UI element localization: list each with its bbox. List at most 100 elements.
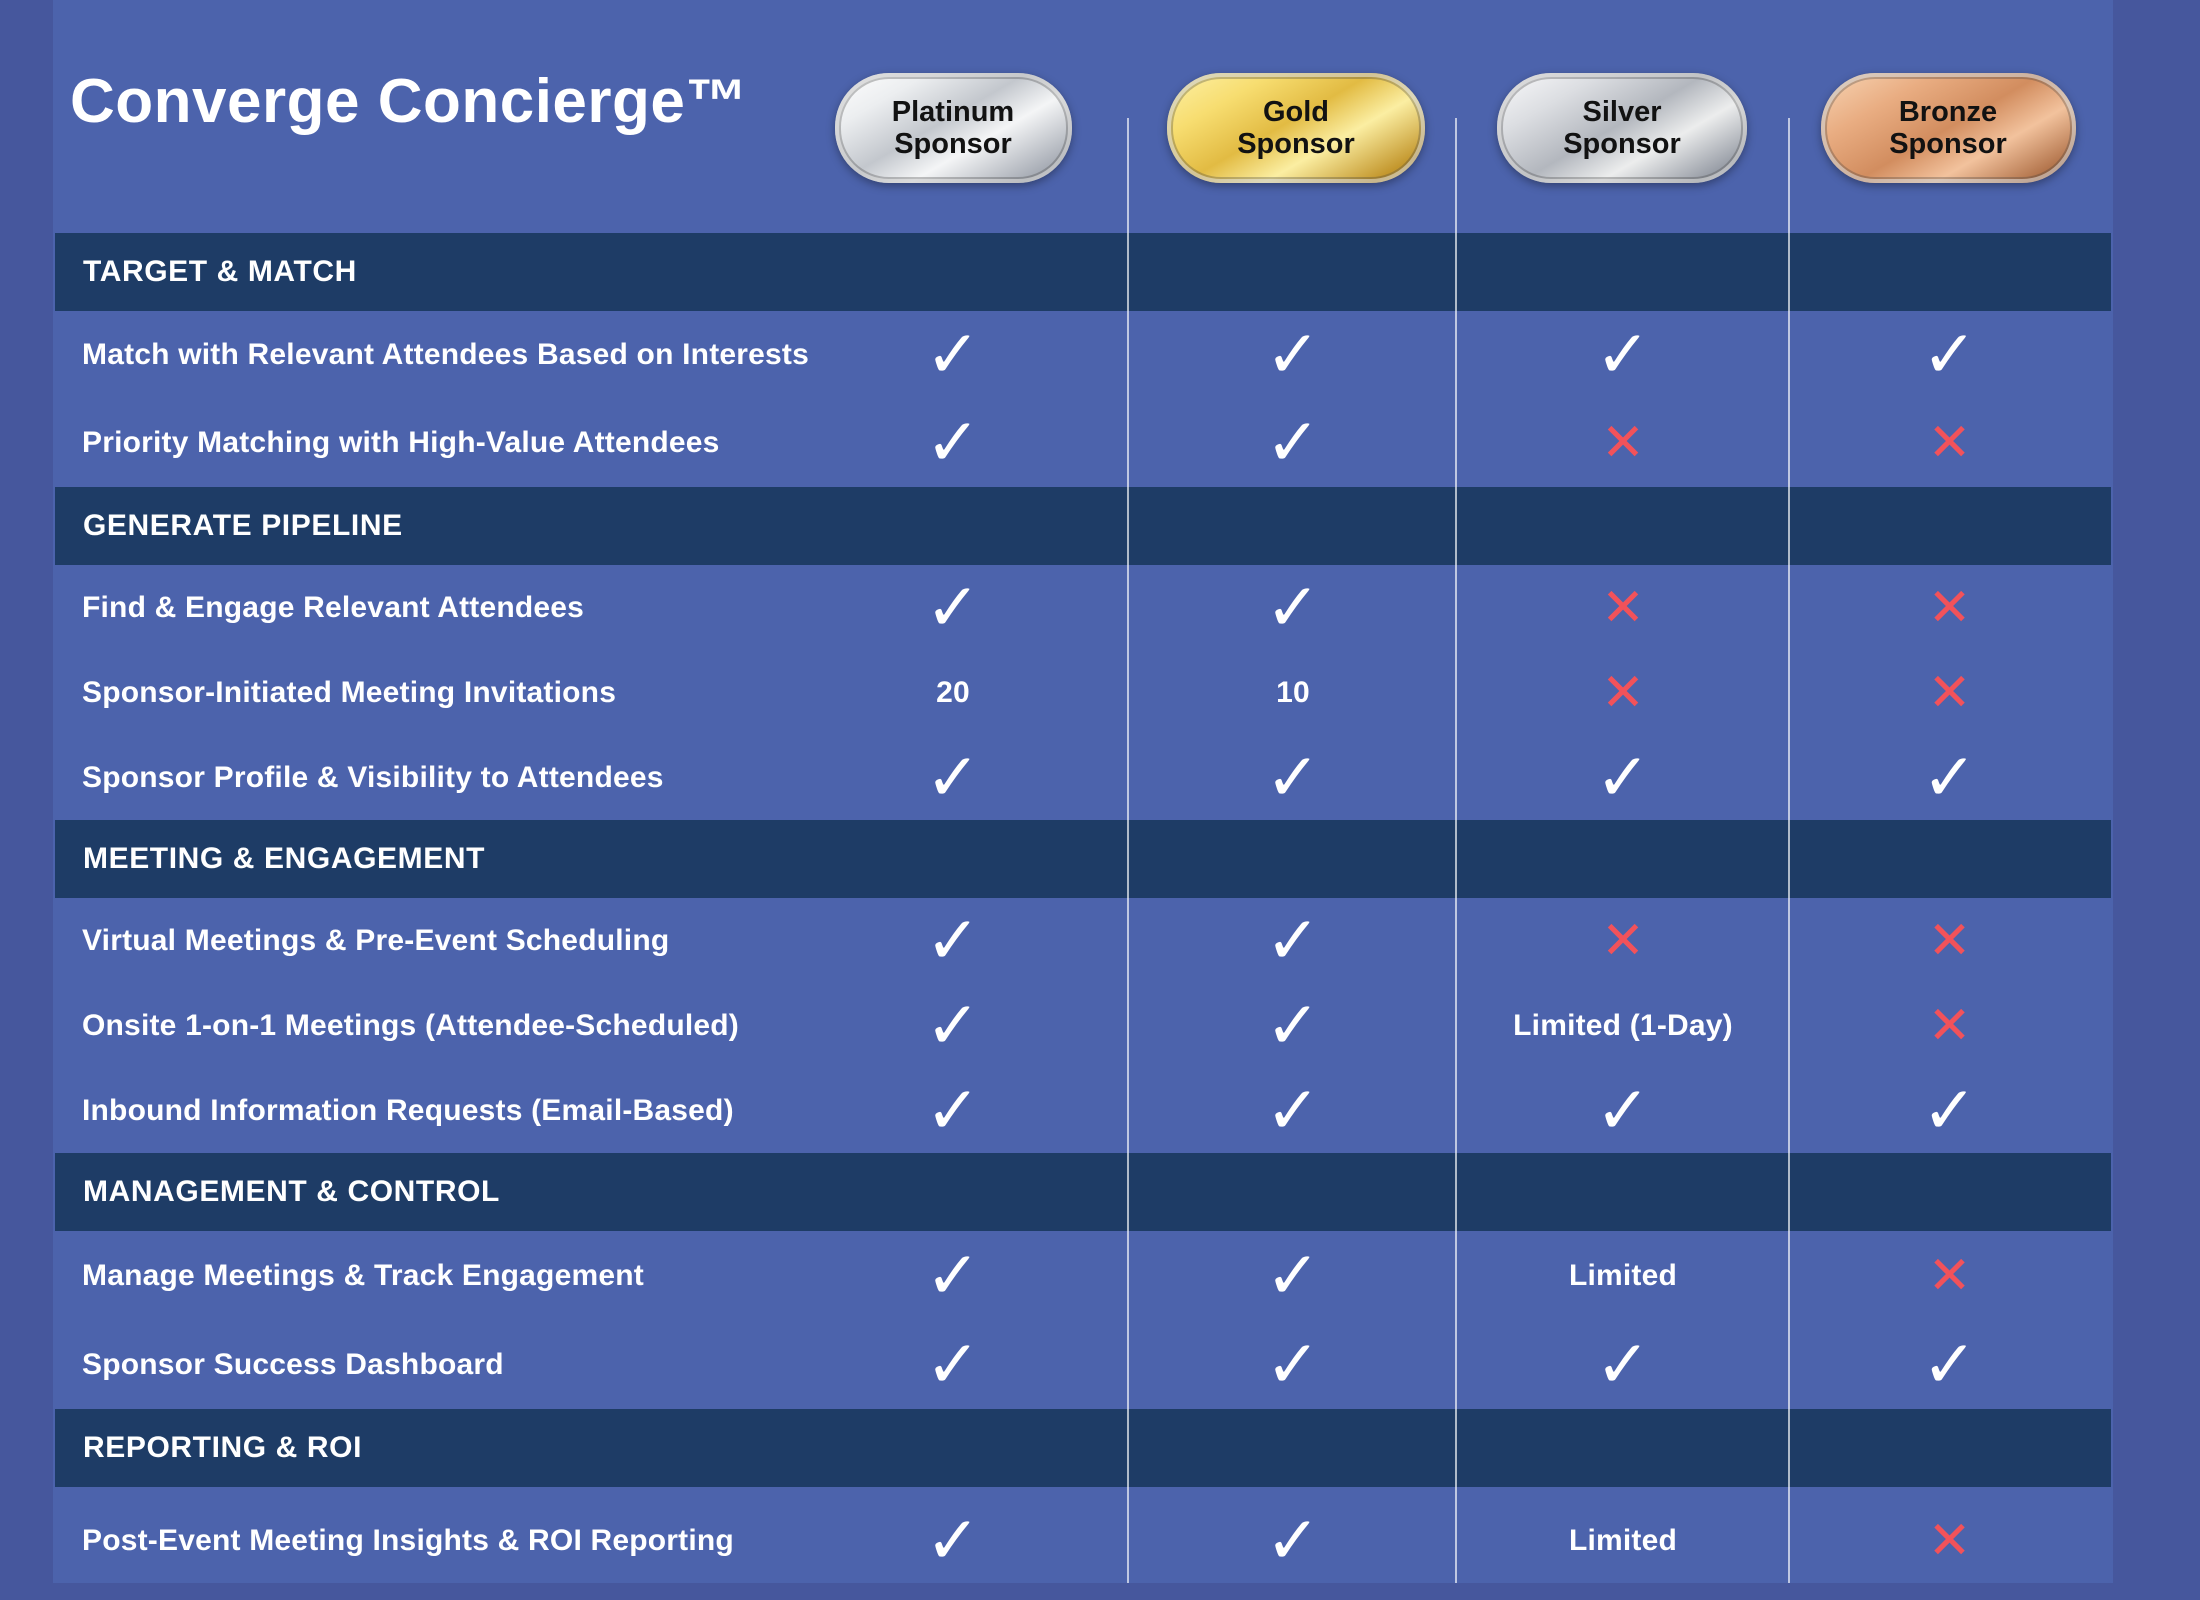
cell-platinum: ✓ bbox=[778, 992, 1128, 1059]
table-row: Sponsor Profile & Visibility to Attendee… bbox=[55, 735, 2111, 820]
cell-silver: ✓ bbox=[1458, 738, 1788, 816]
cell-bronze: ✕ bbox=[1788, 1000, 2111, 1052]
check-icon: ✓ bbox=[925, 316, 981, 393]
check-icon: ✓ bbox=[1921, 1071, 1978, 1149]
check-icon: ✓ bbox=[1921, 316, 1978, 393]
check-icon: ✓ bbox=[1265, 316, 1321, 393]
table-row: Virtual Meetings & Pre-Event Scheduling ✓… bbox=[55, 898, 2111, 983]
cell-gold: ✓ bbox=[1128, 322, 1458, 388]
badge-label-line: Sponsor bbox=[894, 128, 1012, 160]
cell-silver: ✕ bbox=[1458, 915, 1788, 967]
cell-bronze: ✕ bbox=[1788, 1515, 2111, 1567]
cross-icon: ✕ bbox=[1927, 413, 1972, 473]
check-icon: ✓ bbox=[1595, 1325, 1651, 1403]
cell-gold: ✓ bbox=[1128, 901, 1458, 979]
check-icon: ✓ bbox=[925, 1236, 981, 1314]
check-icon: ✓ bbox=[925, 901, 981, 979]
cell-silver: ✓ bbox=[1458, 322, 1788, 388]
column-divider bbox=[1788, 118, 1790, 1583]
cross-icon: ✕ bbox=[1927, 910, 1972, 971]
table-row: Priority Matching with High-Value Attend… bbox=[55, 399, 2111, 487]
check-icon: ✓ bbox=[1595, 1071, 1651, 1149]
cell-gold: ✓ bbox=[1128, 1236, 1458, 1314]
cell-silver: ✕ bbox=[1458, 667, 1788, 719]
cell-platinum: ✓ bbox=[778, 738, 1128, 816]
badge-bronze-sponsor: Bronze Sponsor bbox=[1820, 73, 2076, 183]
feature-label: Inbound Information Requests (Email-Base… bbox=[82, 1093, 734, 1127]
table-row: Find & Engage Relevant Attendees ✓ ✓ ✕ ✕ bbox=[55, 565, 2111, 650]
cell-bronze: ✓ bbox=[1788, 322, 2111, 388]
cross-icon: ✕ bbox=[1927, 1245, 1972, 1306]
badge-label-line: Sponsor bbox=[1889, 128, 2007, 160]
cell-bronze: ✓ bbox=[1788, 1331, 2111, 1398]
table-row: Sponsor Success Dashboard ✓ ✓ ✓ ✓ bbox=[55, 1320, 2111, 1409]
check-icon: ✓ bbox=[925, 738, 981, 816]
column-divider bbox=[1455, 118, 1457, 1583]
cell-platinum: ✓ bbox=[778, 1325, 1128, 1403]
cell-platinum: ✓ bbox=[778, 322, 1128, 388]
check-icon: ✓ bbox=[1265, 901, 1321, 979]
cross-icon: ✕ bbox=[1927, 1511, 1972, 1571]
section: TARGET & MATCH Match with Relevant Attend… bbox=[55, 233, 2111, 487]
cell-bronze: ✓ bbox=[1788, 744, 2111, 811]
badge-label-line: Gold bbox=[1262, 95, 1330, 128]
cell-silver: Limited (1-Day) bbox=[1458, 1009, 1788, 1043]
cross-icon: ✕ bbox=[1601, 413, 1645, 473]
cross-icon: ✕ bbox=[1927, 662, 1972, 723]
feature-label: Sponsor Success Dashboard bbox=[82, 1347, 504, 1381]
section-header: MANAGEMENT & CONTROL bbox=[55, 1153, 2111, 1231]
section-header: REPORTING & ROI bbox=[55, 1409, 2111, 1487]
feature-label: Manage Meetings & Track Engagement bbox=[82, 1258, 644, 1292]
check-icon: ✓ bbox=[1595, 738, 1651, 816]
section: REPORTING & ROI Post-Event Meeting Insigh… bbox=[55, 1409, 2111, 1595]
cell-platinum: ✓ bbox=[778, 1236, 1128, 1314]
cell-bronze: ✕ bbox=[1788, 582, 2111, 634]
section: MANAGEMENT & CONTROL Manage Meetings & Tr… bbox=[55, 1153, 2111, 1409]
section: GENERATE PIPELINE Find & Engage Relevant … bbox=[55, 487, 2111, 820]
section-header: GENERATE PIPELINE bbox=[55, 487, 2111, 565]
check-icon: ✓ bbox=[1265, 1071, 1321, 1149]
table-row: Post-Event Meeting Insights & ROI Report… bbox=[55, 1487, 2111, 1595]
cell-silver: ✓ bbox=[1458, 1325, 1788, 1403]
cell-text: 10 bbox=[1276, 675, 1310, 709]
cell-bronze: ✕ bbox=[1788, 915, 2111, 967]
table-row: Sponsor-Initiated Meeting Invitations 20 1… bbox=[55, 650, 2111, 735]
check-icon: ✓ bbox=[1265, 1502, 1321, 1579]
badge-label-line: Sponsor bbox=[1237, 128, 1355, 160]
check-icon: ✓ bbox=[925, 1071, 981, 1149]
check-icon: ✓ bbox=[1265, 404, 1321, 481]
check-icon: ✓ bbox=[1265, 1236, 1321, 1314]
cell-silver: Limited bbox=[1458, 1524, 1788, 1558]
cell-bronze: ✓ bbox=[1788, 1071, 2111, 1149]
cell-bronze: ✕ bbox=[1788, 417, 2111, 469]
cell-platinum: ✓ bbox=[778, 568, 1128, 646]
comparison-table: TARGET & MATCH Match with Relevant Attend… bbox=[55, 233, 2111, 1595]
cross-icon: ✕ bbox=[1601, 910, 1645, 971]
check-icon: ✓ bbox=[925, 1325, 981, 1403]
cell-silver: ✕ bbox=[1458, 417, 1788, 469]
check-icon: ✓ bbox=[1265, 986, 1321, 1064]
badge-label-line: Sponsor bbox=[1563, 128, 1681, 160]
cross-icon: ✕ bbox=[1927, 577, 1972, 638]
cell-gold: ✓ bbox=[1128, 568, 1458, 646]
cell-bronze: ✕ bbox=[1788, 1250, 2111, 1302]
feature-label: Virtual Meetings & Pre-Event Scheduling bbox=[82, 923, 670, 957]
check-icon: ✓ bbox=[925, 568, 981, 646]
feature-label: Onsite 1-on-1 Meetings (Attendee-Schedul… bbox=[82, 1008, 739, 1042]
cell-platinum: ✓ bbox=[778, 1508, 1128, 1574]
check-icon: ✓ bbox=[1265, 568, 1321, 646]
badge-platinum-sponsor: Platinum Sponsor bbox=[834, 73, 1072, 183]
check-icon: ✓ bbox=[925, 1502, 981, 1579]
check-icon: ✓ bbox=[925, 404, 981, 481]
cell-gold: 10 bbox=[1128, 676, 1458, 710]
feature-label: Post-Event Meeting Insights & ROI Report… bbox=[82, 1524, 734, 1557]
cross-icon: ✕ bbox=[1927, 995, 1972, 1056]
cell-gold: ✓ bbox=[1128, 1508, 1458, 1574]
badge-label-line: Bronze bbox=[1898, 95, 1998, 128]
cell-text: Limited bbox=[1568, 1524, 1678, 1557]
cell-text: Limited (1-Day) bbox=[1513, 1008, 1733, 1042]
table-row: Inbound Information Requests (Email-Base… bbox=[55, 1068, 2111, 1153]
feature-label: Match with Relevant Attendees Based on I… bbox=[82, 338, 809, 371]
feature-label: Sponsor-Initiated Meeting Invitations bbox=[82, 675, 617, 709]
